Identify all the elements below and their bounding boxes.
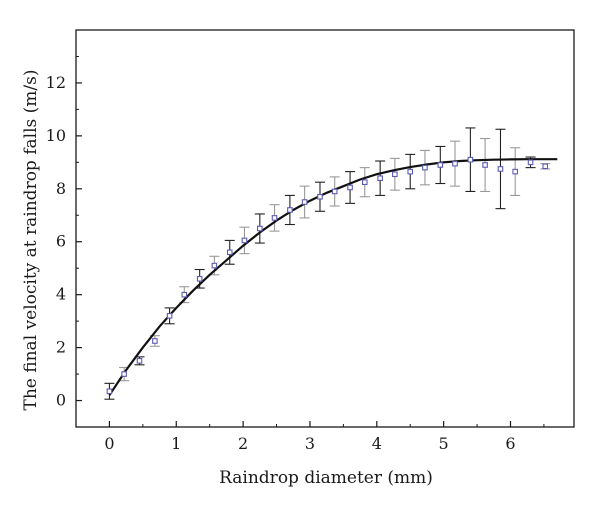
- data-point: [377, 175, 383, 182]
- data-point: [347, 184, 353, 191]
- y-tick-label: 4: [56, 285, 66, 304]
- y-tick-label: 0: [56, 391, 66, 410]
- data-point: [121, 371, 127, 377]
- x-axis-title: Raindrop diameter (mm): [219, 468, 433, 488]
- x-tick-label: 2: [238, 434, 248, 453]
- data-point: [361, 179, 368, 185]
- y-tick-label: 10: [46, 126, 66, 145]
- data-point: [226, 249, 233, 256]
- data-point: [136, 358, 143, 364]
- x-tick-label: 1: [171, 434, 181, 453]
- data-point: [271, 215, 278, 221]
- data-point: [166, 313, 173, 319]
- data-point: [241, 237, 248, 244]
- data-point: [287, 207, 293, 213]
- x-tick-label: 3: [305, 434, 315, 453]
- data-point: [437, 162, 444, 168]
- y-axis-title: The final velocity at raindrop falls (m/…: [21, 70, 41, 411]
- data-point: [497, 166, 504, 172]
- data-point: [452, 160, 458, 167]
- fit-curve: [108, 158, 558, 396]
- data-point: [422, 164, 428, 171]
- data-point: [181, 291, 188, 298]
- data-point: [301, 199, 308, 205]
- plot-area-frame: [75, 29, 575, 428]
- data-point: [527, 159, 534, 166]
- x-tick-label: 5: [439, 434, 449, 453]
- x-tick-label: 4: [372, 434, 382, 453]
- y-tick-label: 12: [46, 73, 66, 92]
- data-point: [152, 338, 158, 344]
- y-tick-label: 8: [56, 179, 66, 198]
- data-point: [317, 193, 323, 200]
- data-point: [467, 156, 474, 163]
- x-tick-label: 0: [104, 434, 114, 453]
- y-tick-label: 6: [56, 232, 66, 251]
- data-point: [257, 225, 263, 232]
- data-point: [211, 262, 218, 269]
- data-point: [542, 163, 549, 170]
- y-tick-label: 2: [56, 338, 66, 357]
- data-point: [512, 168, 518, 175]
- data-point: [196, 275, 203, 282]
- data-point: [392, 171, 398, 178]
- x-tick-label: 6: [505, 434, 515, 453]
- data-point: [106, 388, 113, 395]
- data-point: [407, 168, 414, 175]
- data-point: [482, 162, 488, 168]
- data-point: [331, 188, 338, 195]
